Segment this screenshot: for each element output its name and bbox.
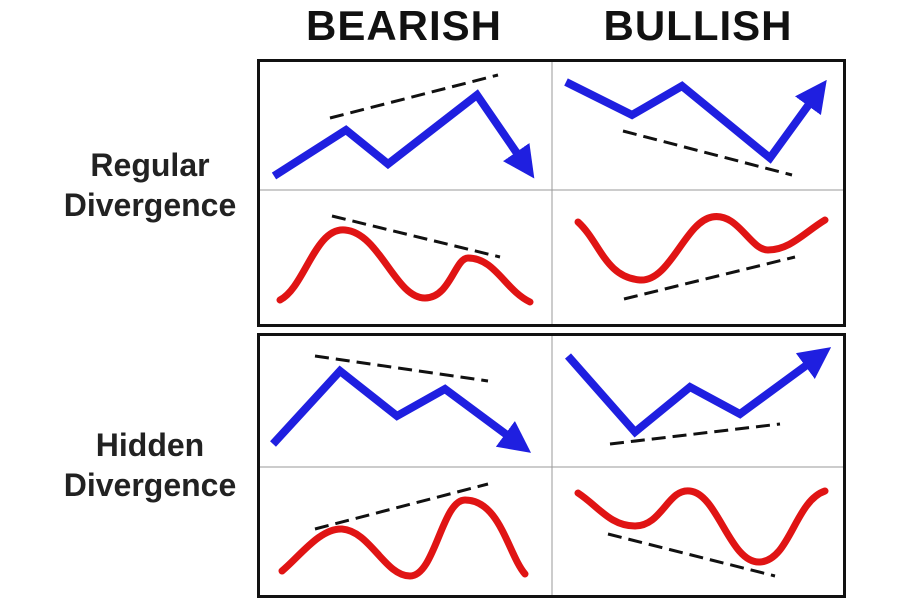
- price-line-bullish-regular: [564, 78, 827, 164]
- indicator-line-bullish-regular: [574, 213, 829, 284]
- price-line-bearish-hidden: [270, 365, 532, 453]
- row-label-hidden-line1: Hidden: [95, 427, 205, 463]
- row-label-regular-line2: Divergence: [63, 187, 237, 223]
- indicator-line-bearish-regular: [276, 226, 534, 306]
- column-header-bullish: BULLISH: [603, 2, 793, 49]
- trend-line-price-lower-high: [314, 354, 489, 383]
- regular-divergence-panel: [257, 59, 846, 327]
- column-header-bearish: BEARISH: [305, 2, 503, 49]
- indicator-line-bullish-hidden: [574, 487, 829, 566]
- indicator-line-bearish-hidden: [278, 496, 529, 580]
- hidden-divergence-diagram: [260, 336, 843, 595]
- trend-line-price-higher-high: [329, 73, 499, 120]
- trend-line-price-higher-low: [609, 422, 781, 446]
- trend-line-indicator-higher-low: [623, 255, 796, 301]
- row-label-hidden-divergence: Hidden Divergence: [40, 425, 260, 505]
- row-label-hidden-line2: Divergence: [63, 467, 237, 503]
- trend-line-price-lower-low: [622, 129, 793, 177]
- row-label-regular-divergence: Regular Divergence: [40, 145, 260, 225]
- price-line-bullish-hidden: [564, 347, 832, 438]
- regular-divergence-diagram: [260, 62, 843, 324]
- row-label-regular-line1: Regular: [90, 147, 210, 183]
- trend-line-indicator-higher-high: [314, 482, 489, 531]
- trend-line-indicator-lower-high: [331, 214, 501, 259]
- price-line-bearish-regular: [271, 89, 535, 180]
- trend-line-indicator-lower-low: [607, 532, 776, 578]
- hidden-divergence-panel: [257, 333, 846, 598]
